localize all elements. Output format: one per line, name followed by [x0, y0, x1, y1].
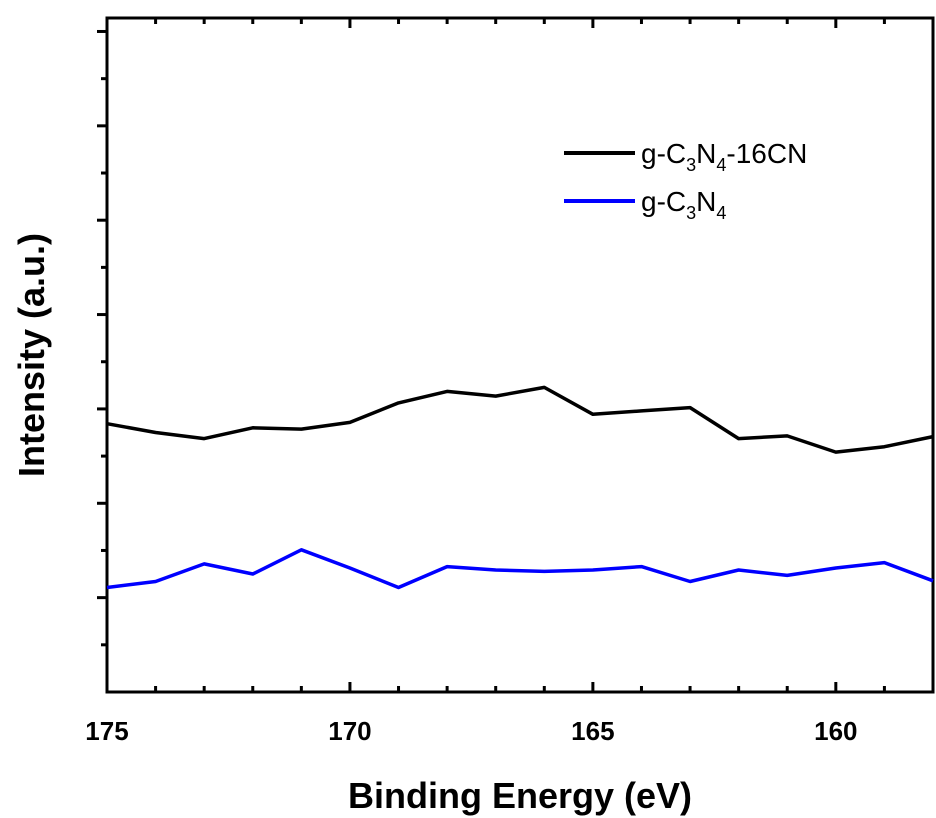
legend-label-0: g-C3N4-16CN	[641, 138, 807, 175]
series-line-0	[106, 385, 934, 454]
y-axis-title: Intensity (a.u.)	[11, 233, 52, 477]
x-tick-label: 175	[85, 716, 128, 746]
series-layer	[106, 385, 934, 590]
x-tick-labels: 175 170 165 160	[85, 716, 857, 746]
x-tick-label: 170	[328, 716, 371, 746]
x-tick-label: 165	[571, 716, 614, 746]
plot-frame	[105, 16, 935, 694]
legend: g-C3N4-16CN g-C3N4	[564, 138, 807, 223]
x-axis-title: Binding Energy (eV)	[348, 775, 692, 816]
x-tick-label: 160	[814, 716, 857, 746]
axis-ticks	[97, 18, 935, 692]
series-line-1	[106, 548, 934, 590]
legend-label-1: g-C3N4	[641, 186, 726, 223]
